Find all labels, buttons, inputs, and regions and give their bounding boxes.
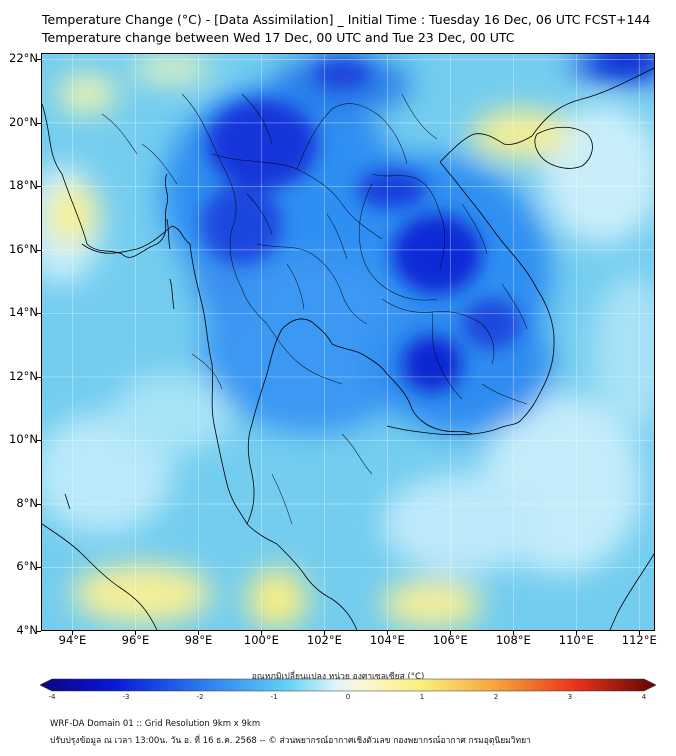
lat-tick — [37, 186, 41, 188]
lat-tick — [37, 631, 41, 632]
lat-label: 16°N — [9, 241, 38, 256]
lat-tick — [37, 249, 41, 251]
colorbar-tick-label: 2 — [493, 693, 499, 701]
colorbar-tick-label: -4 — [48, 693, 56, 701]
lon-tick — [450, 631, 452, 635]
lon-tick — [198, 631, 200, 635]
map-title: Temperature Change (°C) - [Data Assimila… — [42, 12, 651, 27]
lat-tick — [37, 376, 41, 378]
lon-label: 104°E — [369, 633, 405, 647]
lat-label: 18°N — [9, 178, 38, 193]
temperature-field — [42, 54, 654, 629]
temperature-change-map — [41, 53, 655, 631]
lon-tick — [387, 631, 389, 635]
colorbar-tick-label: 4 — [641, 693, 647, 701]
lat-label: 6°N — [16, 559, 38, 574]
lon-tick — [261, 631, 263, 635]
lat-label: 12°N — [9, 368, 38, 383]
lon-tick — [324, 631, 326, 635]
model-info: WRF-DA Domain 01 :: Grid Resolution 9km … — [50, 719, 261, 729]
lat-label: 20°N — [9, 114, 38, 129]
lat-label: 10°N — [9, 432, 38, 447]
map-canvas — [42, 54, 654, 630]
colorbar-tick-label: 0 — [345, 693, 351, 701]
colorbar-tick-label: 1 — [419, 693, 425, 701]
colorbar-tick-label: -3 — [122, 693, 130, 701]
colorbar-tick-label: -1 — [270, 693, 278, 701]
lon-tick — [576, 631, 578, 635]
lat-tick — [37, 313, 41, 315]
lat-label: 22°N — [9, 51, 38, 66]
lon-label: 98°E — [184, 633, 213, 647]
map-subtitle: Temperature change between Wed 17 Dec, 0… — [42, 30, 515, 45]
lon-label: 112°E — [621, 633, 657, 647]
lon-tick — [639, 631, 641, 635]
lat-tick — [37, 440, 41, 442]
lat-tick — [37, 567, 41, 569]
lat-label: 14°N — [9, 305, 38, 320]
lat-label: 4°N — [16, 623, 38, 637]
colorbar-tick-label: 3 — [567, 693, 573, 701]
coastlines — [42, 67, 654, 630]
lon-label: 94°E — [58, 633, 87, 647]
colorbar-label: อุณหภูมิเปลี่ยนแปลง หน่วย องศาเซลเซียส (… — [251, 672, 425, 682]
colorbar-tick-label: -2 — [196, 693, 204, 701]
lon-tick — [513, 631, 515, 635]
lat-tick — [37, 59, 41, 61]
lat-lon-gridlines — [42, 54, 654, 630]
lon-label: 106°E — [432, 633, 468, 647]
lon-tick — [72, 631, 74, 635]
lon-label: 108°E — [495, 633, 531, 647]
lat-tick — [37, 122, 41, 124]
colorbar — [40, 678, 656, 692]
update-credit: ปรับปรุงข้อมูล ณ เวลา 13:00น. วัน อ. ที่… — [50, 736, 531, 746]
lon-tick — [135, 631, 137, 635]
lon-label: 110°E — [558, 633, 594, 647]
lat-label: 8°N — [16, 495, 38, 510]
lon-label: 102°E — [306, 633, 342, 647]
lon-label: 100°E — [243, 633, 279, 647]
province-boundaries — [101, 93, 528, 525]
lon-label: 96°E — [121, 633, 150, 647]
lat-tick — [37, 503, 41, 505]
